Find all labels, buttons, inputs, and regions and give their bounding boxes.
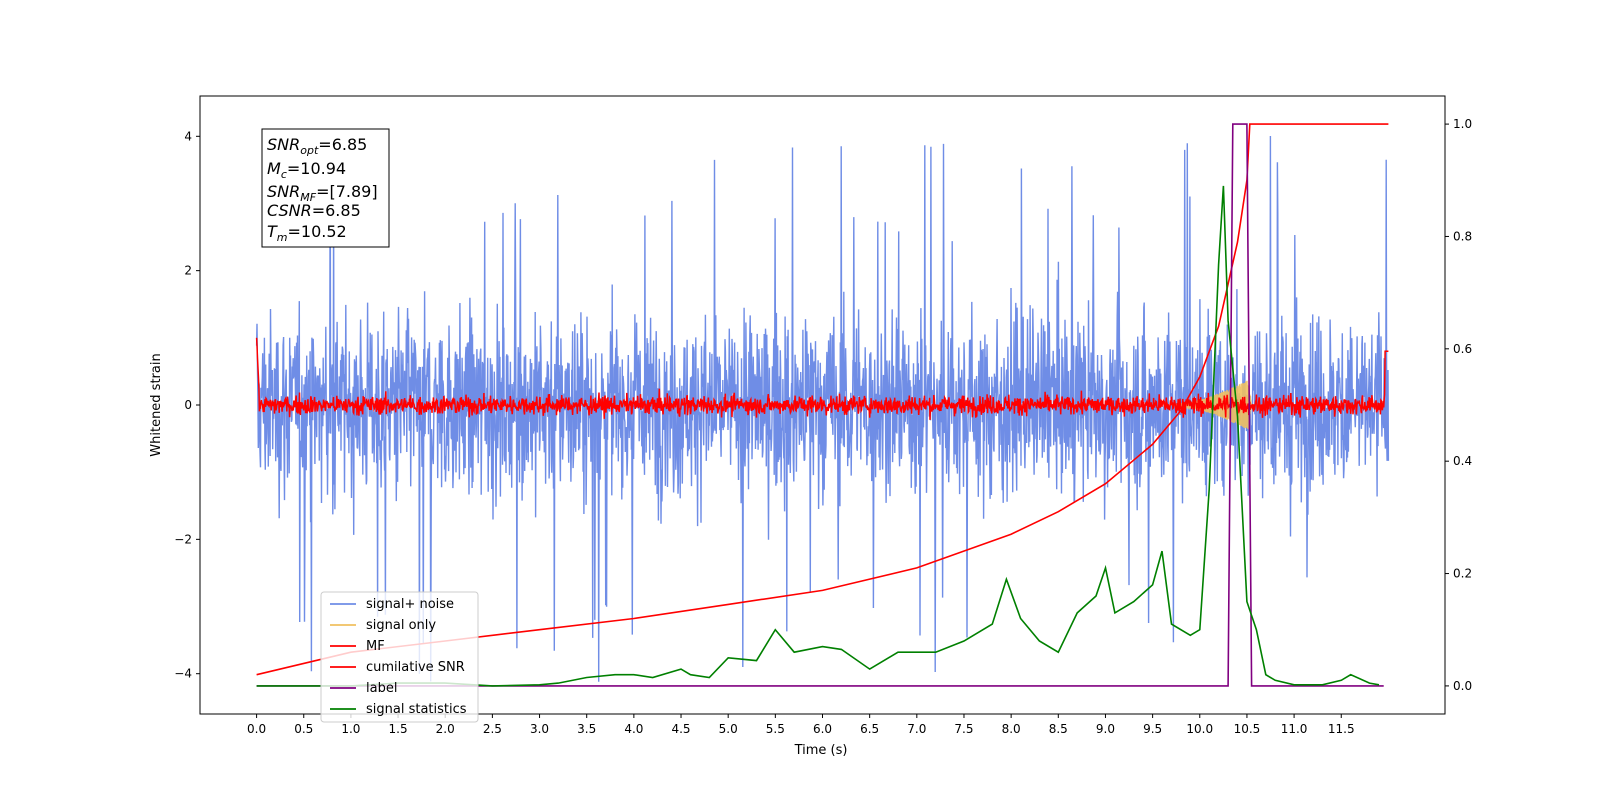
x-tick-label: 5.5 xyxy=(766,722,785,736)
series-signal-noise-line xyxy=(255,129,1390,682)
legend-label: signal only xyxy=(366,618,436,633)
y-axis-label: Whitened strain xyxy=(149,353,164,456)
x-tick-label: 10.0 xyxy=(1186,722,1213,736)
series-signal-statistics-line xyxy=(256,185,1380,687)
x-tick-label: 7.5 xyxy=(954,722,973,736)
legend-label: cumilative SNR xyxy=(366,660,465,675)
x-tick-label: 3.0 xyxy=(530,722,549,736)
x-tick-label: 0.5 xyxy=(294,722,313,736)
x-tick-label: 6.5 xyxy=(860,722,879,736)
legend-label: signal statistics xyxy=(366,702,467,717)
x-tick-label: 10.5 xyxy=(1234,722,1261,736)
y2-tick-label: 1.0 xyxy=(1453,117,1472,131)
x-tick-label: 9.5 xyxy=(1143,722,1162,736)
y-axis-right: 0.0 0.2 0.4 0.6 0.8 1.0 xyxy=(1445,117,1472,693)
series-mf-line xyxy=(255,337,1389,420)
y-tick-label: 0 xyxy=(184,398,192,412)
x-axis-label: Time (s) xyxy=(794,743,848,758)
x-tick-label: 11.5 xyxy=(1328,722,1355,736)
series-layer xyxy=(255,123,1390,687)
x-tick-label: 5.0 xyxy=(719,722,738,736)
x-tick-label: 7.0 xyxy=(907,722,926,736)
x-tick-label: 2.5 xyxy=(483,722,502,736)
annotation-line: Tm=10.52 xyxy=(267,222,347,244)
annotation-line: CSNR=6.85 xyxy=(267,201,361,220)
legend-label: label xyxy=(366,681,397,696)
series-label-line xyxy=(256,123,1384,687)
x-tick-label: 8.5 xyxy=(1049,722,1068,736)
x-tick-label: 2.0 xyxy=(436,722,455,736)
x-tick-label: 0.0 xyxy=(247,722,266,736)
y-tick-label: −4 xyxy=(174,667,192,681)
x-tick-label: 3.5 xyxy=(577,722,596,736)
annotation-line: Mc=10.94 xyxy=(267,159,346,181)
y-tick-label: 2 xyxy=(184,264,192,278)
y2-tick-label: 0.6 xyxy=(1453,342,1472,356)
legend-label: MF xyxy=(366,639,385,654)
annotation-box: SNRopt=6.85 Mc=10.94 SNRMF=[7.89] CSNR=6… xyxy=(261,128,390,248)
series-cumulative-snr-line xyxy=(256,123,1389,676)
y-tick-label: 4 xyxy=(184,129,192,143)
x-tick-label: 4.5 xyxy=(671,722,690,736)
annotation-line: SNRopt=6.85 xyxy=(267,135,367,157)
y2-tick-label: 0.4 xyxy=(1453,454,1472,468)
x-tick-label: 11.0 xyxy=(1281,722,1308,736)
x-axis: 0.0 0.5 1.0 1.5 2.0 2.5 3.0 3.5 4.0 4.5 5.0 5.5 6.0 6… xyxy=(247,714,1355,736)
x-tick-label: 8.0 xyxy=(1002,722,1021,736)
y2-tick-label: 0.8 xyxy=(1453,229,1472,243)
x-tick-label: 1.5 xyxy=(389,722,408,736)
y-axis-left: −4 −2 0 2 4 xyxy=(174,129,200,681)
legend: signal+ noise signal only MF cumilative SNR… xyxy=(320,591,479,723)
y-tick-label: −2 xyxy=(174,532,192,546)
annotation-line: SNRMF=[7.89] xyxy=(267,182,378,204)
y2-tick-label: 0.2 xyxy=(1453,567,1472,581)
x-tick-label: 1.0 xyxy=(341,722,360,736)
x-tick-label: 6.0 xyxy=(813,722,832,736)
x-tick-label: 4.0 xyxy=(624,722,643,736)
legend-label: signal+ noise xyxy=(366,597,454,612)
x-tick-label: 9.0 xyxy=(1096,722,1115,736)
y2-tick-label: 0.0 xyxy=(1453,679,1472,693)
